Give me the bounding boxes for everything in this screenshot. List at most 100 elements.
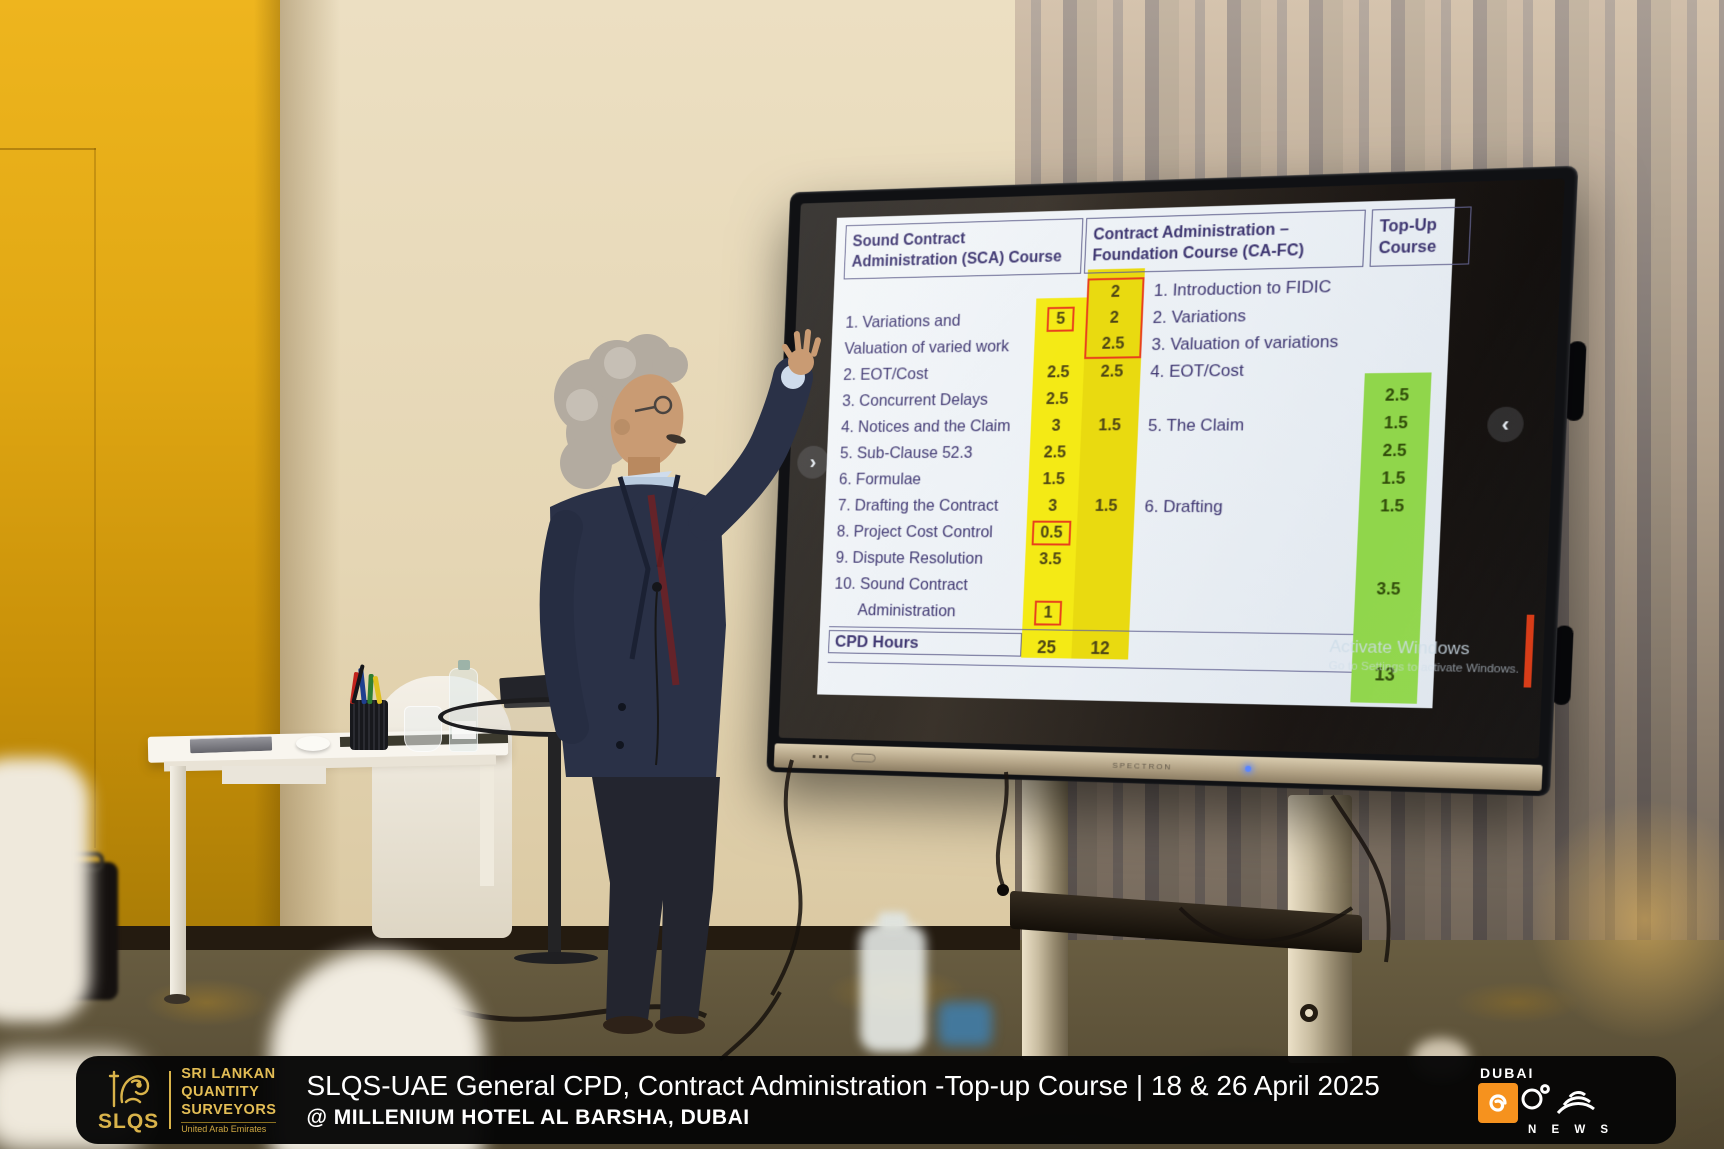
cafc-topic-label [1132,547,1347,576]
side-table-pedestal [548,733,561,961]
topup-hours-cell: 3.5 [1376,580,1401,599]
topup-hours-cell [1356,548,1424,576]
cafc-topic-label: 4. EOT/Cost [1150,360,1245,381]
slide-table-row: 5. Sub-Clause 52.3 2.5 2.5 [836,437,1445,467]
shoe [603,1016,653,1034]
chevron-left-icon: ‹ [1486,406,1525,443]
topup-hours-cell [1357,521,1425,549]
sca-hours-value: 2.5 [1046,363,1070,382]
sca-hours-value: 3 [1051,416,1061,435]
cafc-topic-label: 3. Valuation of variations [1151,331,1339,354]
raised-arm [688,357,813,541]
news-arcs-icon [1521,1083,1595,1114]
cpd-sca-total: 25 [1036,636,1057,657]
watermark-line1: Activate Windows [1329,636,1470,659]
left-arm [539,510,589,744]
sca-course-header: Sound Contract Administration (SCA) Cour… [843,218,1084,280]
cafc-hours-cell: 2.5 [1100,362,1124,381]
cafc-topic-label [1133,520,1348,548]
sca-hours-cell: 2.5 [1031,386,1083,413]
footer-spacer [1128,633,1343,669]
slqs-lion-emblem [108,1070,149,1108]
topup-hours-cell [1367,298,1435,327]
slqs-org-name: SRI LANKAN QUANTITY SURVEYORS United Ara… [181,1066,277,1134]
bottle-cap [458,660,470,670]
sca-hours-cell: 3 [1027,493,1079,520]
side-table-base [514,952,598,964]
sca-hours-value: 2.5 [1043,443,1067,462]
org-line: SURVEYORS [181,1101,277,1118]
slqs-logo: SLQS SRI LANKAN QUANTITY SURVEYORS Unite… [98,1066,277,1134]
topup-hours-cell: 2.5 [1382,441,1408,461]
cafc-topic-label: 6. Drafting [1144,496,1224,516]
cafc-topic-label [1135,465,1350,493]
table-caster [164,994,190,1004]
display-screen: Sound Contract Administration (SCA) Cour… [778,178,1565,759]
news-city-label: DUBAI [1480,1064,1535,1081]
cafc-hours-cell: 1.5 [1094,496,1118,515]
trousers [592,777,720,1020]
cafc-topic-label [1136,438,1351,466]
sca-hours-value: 0.5 [1031,520,1072,546]
slide-table-row: 4. Notices and the Claim 3 1.5 5. The Claim… [837,409,1446,440]
cafc-topic-label: 5. The Claim [1147,414,1245,435]
wall-panel-seam [94,148,96,848]
cafc-hours-cell: 2.5 [1084,331,1143,360]
hair-highlight [566,347,636,421]
sca-hours-value: 2.5 [1045,389,1069,409]
slide-table-header: Sound Contract Administration (SCA) Cour… [843,206,1472,280]
stand-knob [1300,1004,1318,1022]
cafc-hours-cell: 1.5 [1098,416,1122,435]
cafc-hours-cell: 2 [1085,304,1144,333]
sca-hours-cell: 3 [1030,413,1082,440]
news-spiral-icon [1478,1082,1518,1123]
cafc-hours-cell [1074,573,1132,600]
foreground-object [938,1002,992,1046]
cafc-hours-cell [1082,385,1140,412]
table-leg [170,766,186,996]
slide-table-row: 7. Drafting the Contract 3 1.5 6. Drafting 1… [834,493,1442,521]
cafc-topic-label [1131,574,1346,603]
red-stripe [1523,614,1535,688]
foreground-bottle [860,924,926,1052]
water-glass [404,706,442,752]
slqs-emblem-block: SLQS [98,1068,159,1132]
sca-hours-cell: 2.5 [1033,359,1085,386]
cafc-hours-cell [1073,600,1131,628]
sca-hours-cell: 0.5 [1026,520,1078,547]
foreground-chair [0,758,90,1022]
sca-hours-cell [1034,332,1086,360]
sca-hours-cell: 1 [1022,599,1073,626]
cafc-hours-cell [1078,466,1136,493]
cpd-cafc-total: 12 [1090,637,1111,658]
sca-hours-value: 5 [1046,306,1075,333]
header-line: Top-Up [1379,216,1438,236]
jacket-button [616,741,624,749]
org-line: SRI LANKAN [181,1066,276,1083]
pointing-hand [781,329,821,375]
sca-hours-value: 3 [1047,496,1058,515]
jacket-button [618,703,626,711]
shoe [655,1016,705,1034]
topup-hours-cell: 1.5 [1379,497,1405,516]
news-word-label: N E W S [1528,1123,1615,1136]
slide-table-body: 2 1. Introduction to FIDIC 1. Variations a… [829,270,1452,632]
topup-course-header: Top-Up Course [1369,206,1472,267]
event-title: SLQS-UAE General CPD, Contract Administr… [306,1069,1380,1101]
mustache [666,434,686,444]
power-led [1244,765,1251,772]
topup-hours-cell [1364,354,1432,383]
nav-prev-glyph: ‹ [1501,411,1510,436]
tissue [296,736,330,751]
cafc-hours-cell [1075,547,1133,574]
topup-hours-cell [1368,270,1436,299]
slqs-acronym: SLQS [98,1110,160,1133]
table-leg [480,766,494,886]
marker-cup [350,700,388,750]
org-line: QUANTITY [181,1084,260,1101]
logo-divider [169,1071,172,1129]
presentation-slide: Sound Contract Administration (SCA) Cour… [817,198,1472,709]
topup-hours-cell: 2.5 [1384,386,1410,405]
sca-hours-value: 3.5 [1038,550,1062,569]
